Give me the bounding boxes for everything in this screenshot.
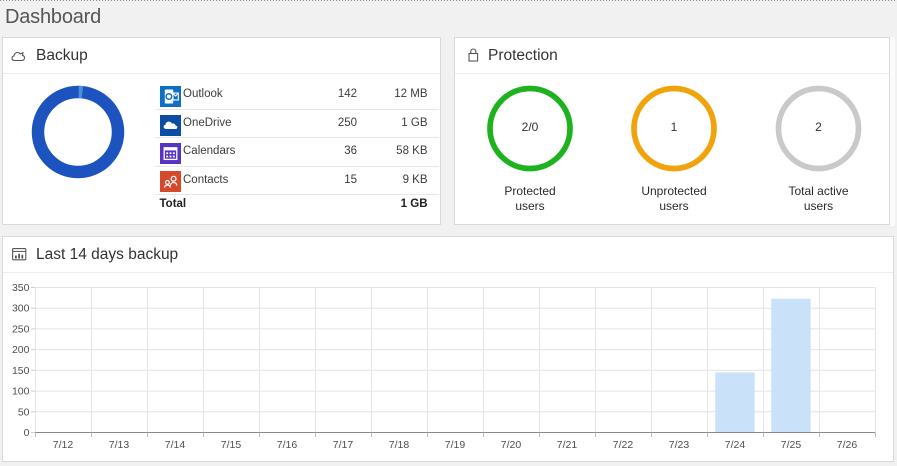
svg-text:150: 150 — [12, 365, 30, 377]
svg-text:7/20: 7/20 — [501, 439, 522, 451]
svg-text:50: 50 — [18, 406, 30, 418]
svg-text:0: 0 — [24, 427, 30, 439]
svg-text:7/25: 7/25 — [781, 439, 802, 451]
svg-text:100: 100 — [12, 386, 30, 398]
svg-text:7/19: 7/19 — [445, 439, 466, 451]
svg-text:7/21: 7/21 — [557, 439, 578, 451]
svg-text:350: 350 — [12, 282, 30, 294]
svg-text:7/23: 7/23 — [669, 439, 690, 451]
svg-text:7/17: 7/17 — [333, 439, 354, 451]
svg-text:200: 200 — [12, 344, 30, 356]
svg-text:7/13: 7/13 — [109, 439, 130, 451]
svg-text:300: 300 — [12, 303, 30, 315]
svg-text:7/22: 7/22 — [613, 439, 634, 451]
svg-text:7/14: 7/14 — [165, 439, 186, 451]
svg-text:7/18: 7/18 — [389, 439, 410, 451]
svg-text:7/12: 7/12 — [53, 439, 74, 451]
svg-text:7/24: 7/24 — [725, 439, 746, 451]
svg-text:7/26: 7/26 — [837, 439, 858, 451]
svg-text:250: 250 — [12, 323, 30, 335]
svg-text:7/15: 7/15 — [221, 439, 242, 451]
svg-text:7/16: 7/16 — [277, 439, 298, 451]
